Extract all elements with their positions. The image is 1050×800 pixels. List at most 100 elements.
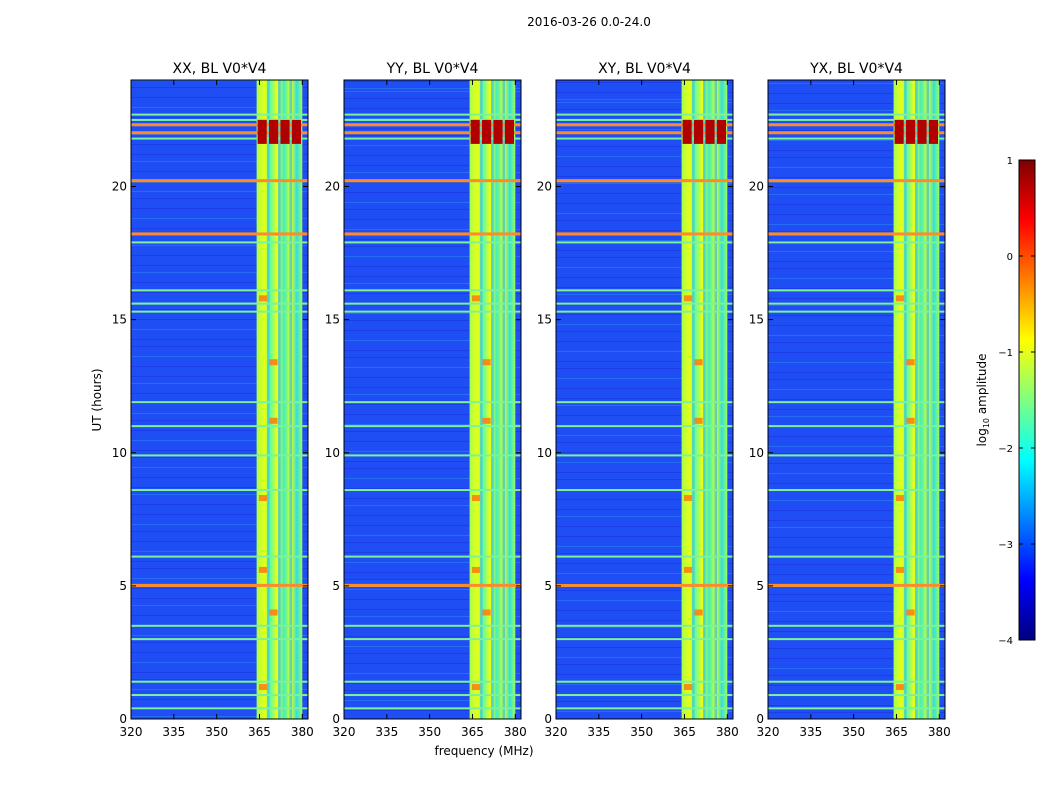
noise-streak bbox=[768, 453, 945, 454]
rfi-time-line bbox=[768, 680, 945, 683]
rfi-hot-spot bbox=[906, 609, 915, 616]
noise-streak bbox=[768, 611, 945, 612]
noise-streak bbox=[131, 346, 308, 347]
noise-streak bbox=[344, 488, 521, 489]
rfi-time-line bbox=[344, 289, 521, 292]
noise-streak bbox=[344, 81, 521, 82]
noise-streak bbox=[131, 504, 308, 505]
noise-streak bbox=[131, 662, 308, 663]
noise-streak bbox=[131, 467, 308, 468]
noise-streak bbox=[344, 266, 521, 267]
y-tick-label: 5 bbox=[119, 579, 127, 593]
noise-streak bbox=[344, 387, 521, 388]
noise-streak bbox=[556, 536, 733, 537]
noise-streak bbox=[131, 494, 308, 495]
noise-streak bbox=[131, 393, 308, 394]
noise-streak bbox=[344, 461, 521, 462]
rfi-time-line bbox=[344, 310, 521, 313]
rfi-time-line bbox=[556, 555, 733, 558]
noise-streak bbox=[344, 209, 521, 210]
noise-streak bbox=[344, 589, 521, 590]
panel-4: YX, BL V0*V4 320 335 350 365 380 0 5 10 15 20 bbox=[749, 61, 951, 739]
noise-streak bbox=[344, 98, 521, 99]
noise-streak bbox=[131, 107, 308, 108]
noise-streak bbox=[768, 668, 945, 669]
noise-streak bbox=[556, 176, 733, 177]
noise-streak bbox=[344, 320, 521, 321]
noise-streak bbox=[556, 684, 733, 685]
noise-streak bbox=[768, 110, 945, 111]
y-tick-label: 20 bbox=[749, 180, 764, 194]
rfi-time-line bbox=[556, 624, 733, 627]
noise-streak bbox=[131, 282, 308, 283]
noise-streak bbox=[344, 505, 521, 506]
rfi-time-line bbox=[131, 425, 308, 428]
rfi-time-line bbox=[768, 624, 945, 627]
noise-streak bbox=[131, 144, 308, 145]
x-tick-label: 350 bbox=[842, 725, 865, 739]
noise-streak bbox=[768, 335, 945, 336]
rfi-hot-spot bbox=[683, 495, 693, 502]
panel-2: YY, BL V0*V4 320 335 350 365 380 0 5 10 15 20 bbox=[325, 61, 527, 739]
rfi-saturated-block bbox=[482, 119, 492, 144]
rfi-hot-line bbox=[768, 123, 945, 127]
noise-streak bbox=[344, 128, 521, 129]
noise-streak bbox=[556, 664, 733, 665]
rfi-time-line bbox=[344, 425, 521, 428]
rfi-time-line bbox=[556, 638, 733, 641]
noise-streak bbox=[131, 561, 308, 562]
y-tick-label: 10 bbox=[537, 446, 552, 460]
noise-streak bbox=[768, 157, 945, 158]
noise-streak bbox=[768, 594, 945, 595]
noise-streak bbox=[556, 462, 733, 463]
noise-streak bbox=[344, 293, 521, 294]
rfi-time-line bbox=[131, 638, 308, 641]
rfi-time-line bbox=[131, 137, 308, 140]
noise-streak bbox=[131, 383, 308, 384]
band-gap bbox=[692, 80, 695, 719]
noise-streak bbox=[344, 710, 521, 711]
rfi-time-line bbox=[131, 302, 308, 305]
noise-streak bbox=[768, 621, 945, 622]
band-gap bbox=[714, 80, 718, 719]
noise-streak bbox=[768, 409, 945, 410]
rfi-time-line bbox=[344, 555, 521, 558]
noise-streak bbox=[344, 182, 521, 183]
noise-streak bbox=[556, 499, 733, 500]
noise-streak bbox=[344, 367, 521, 368]
rfi-time-line bbox=[344, 241, 521, 244]
noise-streak bbox=[556, 472, 733, 473]
noise-streak bbox=[344, 246, 521, 247]
rfi-hot-spot bbox=[906, 417, 915, 424]
noise-streak bbox=[556, 314, 733, 315]
rfi-time-line bbox=[131, 118, 308, 121]
figure-suptitle: 2016-03-26 0.0-24.0 bbox=[527, 15, 651, 29]
rfi-time-line bbox=[768, 694, 945, 697]
noise-streak bbox=[556, 267, 733, 268]
noise-streak bbox=[768, 315, 945, 316]
noise-streak bbox=[556, 351, 733, 352]
noise-streak bbox=[768, 436, 945, 437]
band-gap bbox=[502, 80, 506, 719]
colorbar-tick-label: −3 bbox=[998, 540, 1013, 551]
rfi-hot-line bbox=[131, 179, 308, 183]
rfi-hot-line bbox=[131, 232, 308, 236]
noise-streak bbox=[131, 309, 308, 310]
rfi-hot-spot bbox=[471, 566, 481, 573]
noise-streak bbox=[344, 599, 521, 600]
rfi-time-line bbox=[556, 113, 733, 116]
noise-streak bbox=[556, 250, 733, 251]
noise-streak bbox=[556, 479, 733, 480]
noise-streak bbox=[556, 294, 733, 295]
x-tick-label: 365 bbox=[885, 725, 908, 739]
panel-title: YX, BL V0*V4 bbox=[809, 61, 903, 77]
noise-streak bbox=[556, 398, 733, 399]
noise-streak bbox=[556, 129, 733, 130]
colorbar-tick-label: 1 bbox=[1007, 156, 1013, 167]
colorbar-tick-label: 0 bbox=[1007, 252, 1013, 263]
noise-streak bbox=[556, 368, 733, 369]
rfi-time-line bbox=[768, 137, 945, 140]
noise-streak bbox=[344, 118, 521, 119]
noise-streak bbox=[344, 219, 521, 220]
rfi-hot-spot bbox=[471, 295, 481, 302]
